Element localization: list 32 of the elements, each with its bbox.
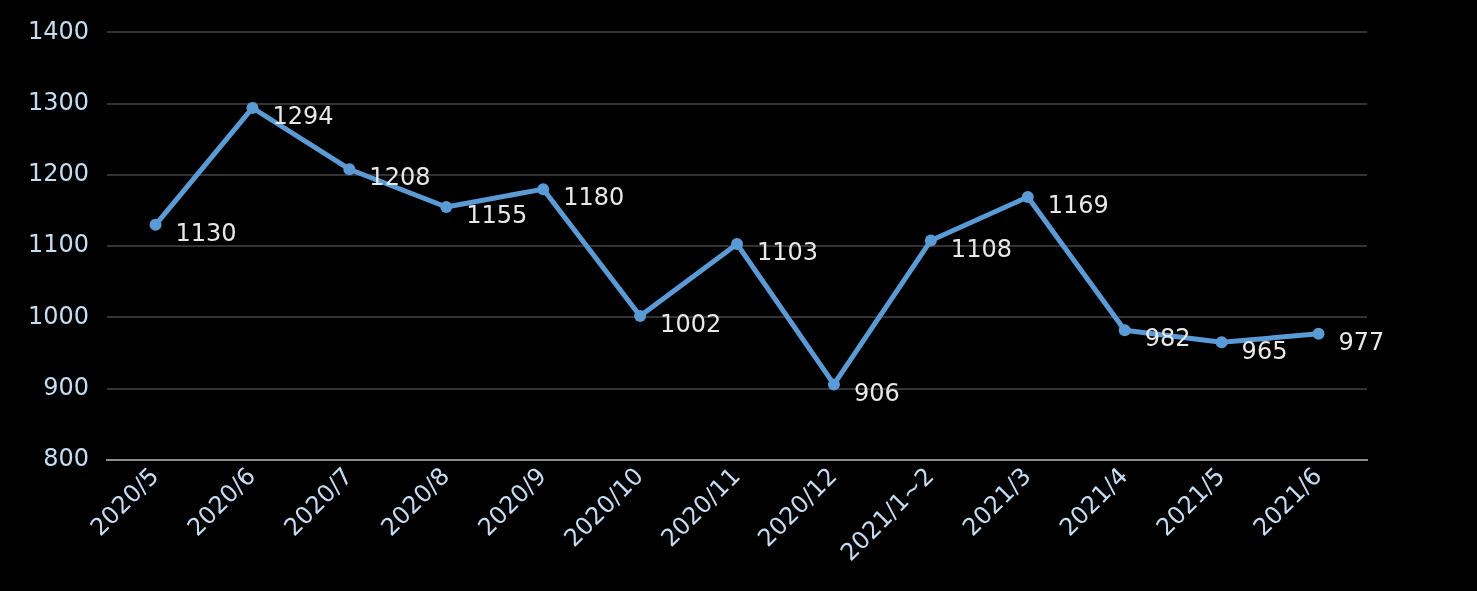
y-tick-label: 900 — [43, 372, 90, 401]
point — [731, 238, 744, 251]
data-label: 1103 — [757, 238, 819, 267]
data-label: 1002 — [660, 310, 722, 339]
data-label: 1294 — [272, 102, 334, 131]
data-label: 977 — [1338, 328, 1385, 357]
data-label: 1108 — [950, 234, 1012, 263]
point — [246, 101, 259, 114]
point — [1312, 327, 1325, 340]
point — [1118, 324, 1131, 337]
data-label: 965 — [1241, 336, 1288, 365]
point — [343, 163, 356, 176]
y-tick-label: 1400 — [28, 16, 90, 45]
point — [1215, 336, 1228, 349]
point — [634, 309, 647, 322]
y-tick-label: 800 — [43, 444, 90, 473]
point — [149, 218, 162, 231]
y-tick-label: 1000 — [28, 301, 90, 330]
data-label: 906 — [853, 378, 900, 407]
data-label: 1169 — [1047, 191, 1109, 220]
point — [537, 183, 550, 196]
point — [440, 200, 453, 213]
point — [1021, 190, 1034, 203]
point — [924, 234, 937, 247]
y-tick-label: 1200 — [28, 159, 90, 188]
data-label: 1180 — [563, 183, 625, 212]
y-tick-label: 1100 — [28, 230, 90, 259]
point — [827, 378, 840, 391]
y-tick-label: 1300 — [28, 87, 90, 116]
data-label: 1130 — [175, 219, 237, 248]
data-label: 1208 — [369, 163, 431, 192]
data-label: 1155 — [466, 201, 528, 230]
